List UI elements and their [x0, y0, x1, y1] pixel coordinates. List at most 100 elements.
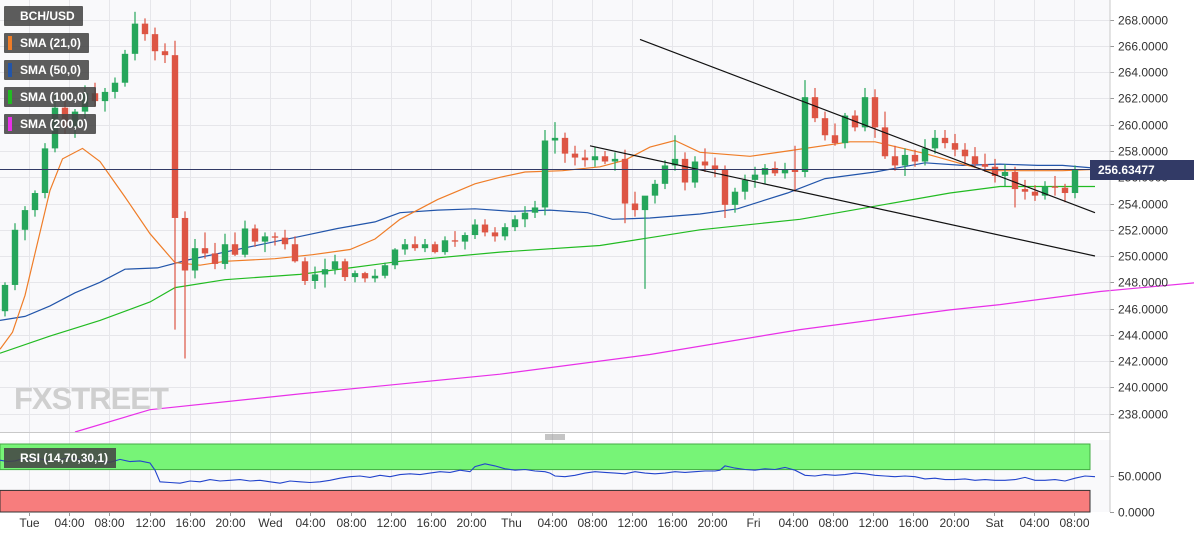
- candle: [601, 151, 609, 165]
- candle-body: [481, 224, 489, 233]
- x-tick-label: Fri: [747, 516, 761, 530]
- x-tick-label: 12:00: [858, 516, 888, 530]
- y-tick-label: 254.0000: [1118, 198, 1168, 212]
- candle-body: [351, 273, 359, 278]
- legend-symbol[interactable]: BCH/USD: [4, 6, 83, 26]
- candle: [681, 152, 689, 191]
- pane-resize-handle[interactable]: [545, 434, 565, 440]
- x-tick-label: 08:00: [818, 516, 848, 530]
- x-tick-label: 16:00: [175, 516, 205, 530]
- candle: [291, 236, 299, 263]
- candle-body: [1, 284, 9, 312]
- candle: [351, 270, 359, 283]
- y-tick-label: 266.0000: [1118, 40, 1168, 54]
- y-tick-label: 258.0000: [1118, 145, 1168, 159]
- candle: [801, 80, 809, 178]
- candle: [501, 223, 509, 241]
- candle-body: [1041, 186, 1049, 196]
- candle-body: [831, 135, 839, 144]
- candle-body: [521, 212, 529, 220]
- candle-body: [371, 275, 379, 279]
- trend-layer: [0, 38, 1110, 257]
- y-tick-label: 264.0000: [1118, 66, 1168, 80]
- candle: [321, 258, 329, 288]
- candle: [911, 149, 919, 167]
- candle-body: [461, 235, 469, 242]
- candle: [391, 248, 399, 270]
- candle-body: [111, 82, 119, 92]
- candle: [891, 145, 899, 171]
- candle: [751, 166, 759, 188]
- sma21-line: [0, 139, 1096, 350]
- x-tick-label: Thu: [501, 516, 522, 530]
- candle: [531, 200, 539, 218]
- candle-body: [681, 158, 689, 183]
- legend-sma50[interactable]: SMA (50,0): [4, 60, 89, 80]
- candle: [231, 232, 239, 257]
- candle-body: [391, 249, 399, 266]
- legend-rsi[interactable]: RSI (14,70,30,1): [4, 448, 117, 468]
- candle: [701, 148, 709, 173]
- sma50-swatch: [8, 63, 12, 77]
- candle: [371, 269, 379, 283]
- candle-body: [751, 174, 759, 180]
- candle-body: [291, 244, 299, 262]
- x-tick-label: 08:00: [577, 516, 607, 530]
- candle-body: [651, 183, 659, 196]
- candle: [171, 40, 179, 330]
- candle-body: [281, 237, 289, 245]
- candle-body: [381, 265, 389, 276]
- candle-body: [41, 148, 49, 194]
- x-tick-label: 12:00: [376, 516, 406, 530]
- candle: [1, 282, 9, 317]
- candle: [101, 87, 109, 112]
- candle: [21, 206, 29, 241]
- y-tick-label: 260.0000: [1118, 119, 1168, 133]
- candle: [361, 271, 369, 283]
- candle-body: [101, 91, 109, 102]
- x-tick-label: 08:00: [336, 516, 366, 530]
- candle: [651, 179, 659, 204]
- candle: [461, 232, 469, 250]
- candle-body: [931, 137, 939, 149]
- candle: [261, 232, 269, 253]
- candle-body: [551, 137, 559, 141]
- sma100-line: [0, 185, 1095, 354]
- y-tick-label: 250.0000: [1118, 250, 1168, 264]
- x-tick-label: 04:00: [295, 516, 325, 530]
- candle: [791, 145, 799, 192]
- legend-sma200[interactable]: SMA (200,0): [4, 114, 96, 134]
- candle: [241, 220, 249, 258]
- candle-body: [491, 232, 499, 237]
- candle-body: [991, 166, 999, 176]
- candle: [591, 147, 599, 167]
- candle: [181, 211, 189, 359]
- axis-layer: 268.0000 266.0000 264.0000 262.0000 260.0000…: [19, 14, 1168, 531]
- candle-body: [301, 261, 309, 281]
- candle: [741, 174, 749, 200]
- candle: [491, 227, 499, 242]
- candle-body: [201, 248, 209, 254]
- candle: [191, 238, 199, 279]
- candle-body: [961, 149, 969, 157]
- candle-body: [761, 168, 769, 175]
- legend-sma21[interactable]: SMA (21,0): [4, 33, 89, 53]
- trendline-upper: [639, 38, 1096, 214]
- candle-body: [1011, 172, 1019, 190]
- candle-body: [1061, 187, 1069, 194]
- rsi-oversold-zone: [0, 489, 1091, 513]
- candle: [571, 145, 579, 166]
- candle: [441, 236, 449, 255]
- candle: [451, 231, 459, 247]
- legend-sma100[interactable]: SMA (100,0): [4, 87, 96, 107]
- legend-symbol-label: BCH/USD: [20, 9, 75, 23]
- x-tick-label: 04:00: [537, 516, 567, 530]
- candle: [901, 148, 909, 176]
- candle-body: [911, 154, 919, 162]
- y-tick-label: 252.0000: [1118, 224, 1168, 238]
- candle-body: [321, 269, 329, 275]
- candle-body: [561, 137, 569, 154]
- candle-body: [871, 97, 879, 128]
- candle-body: [401, 244, 409, 250]
